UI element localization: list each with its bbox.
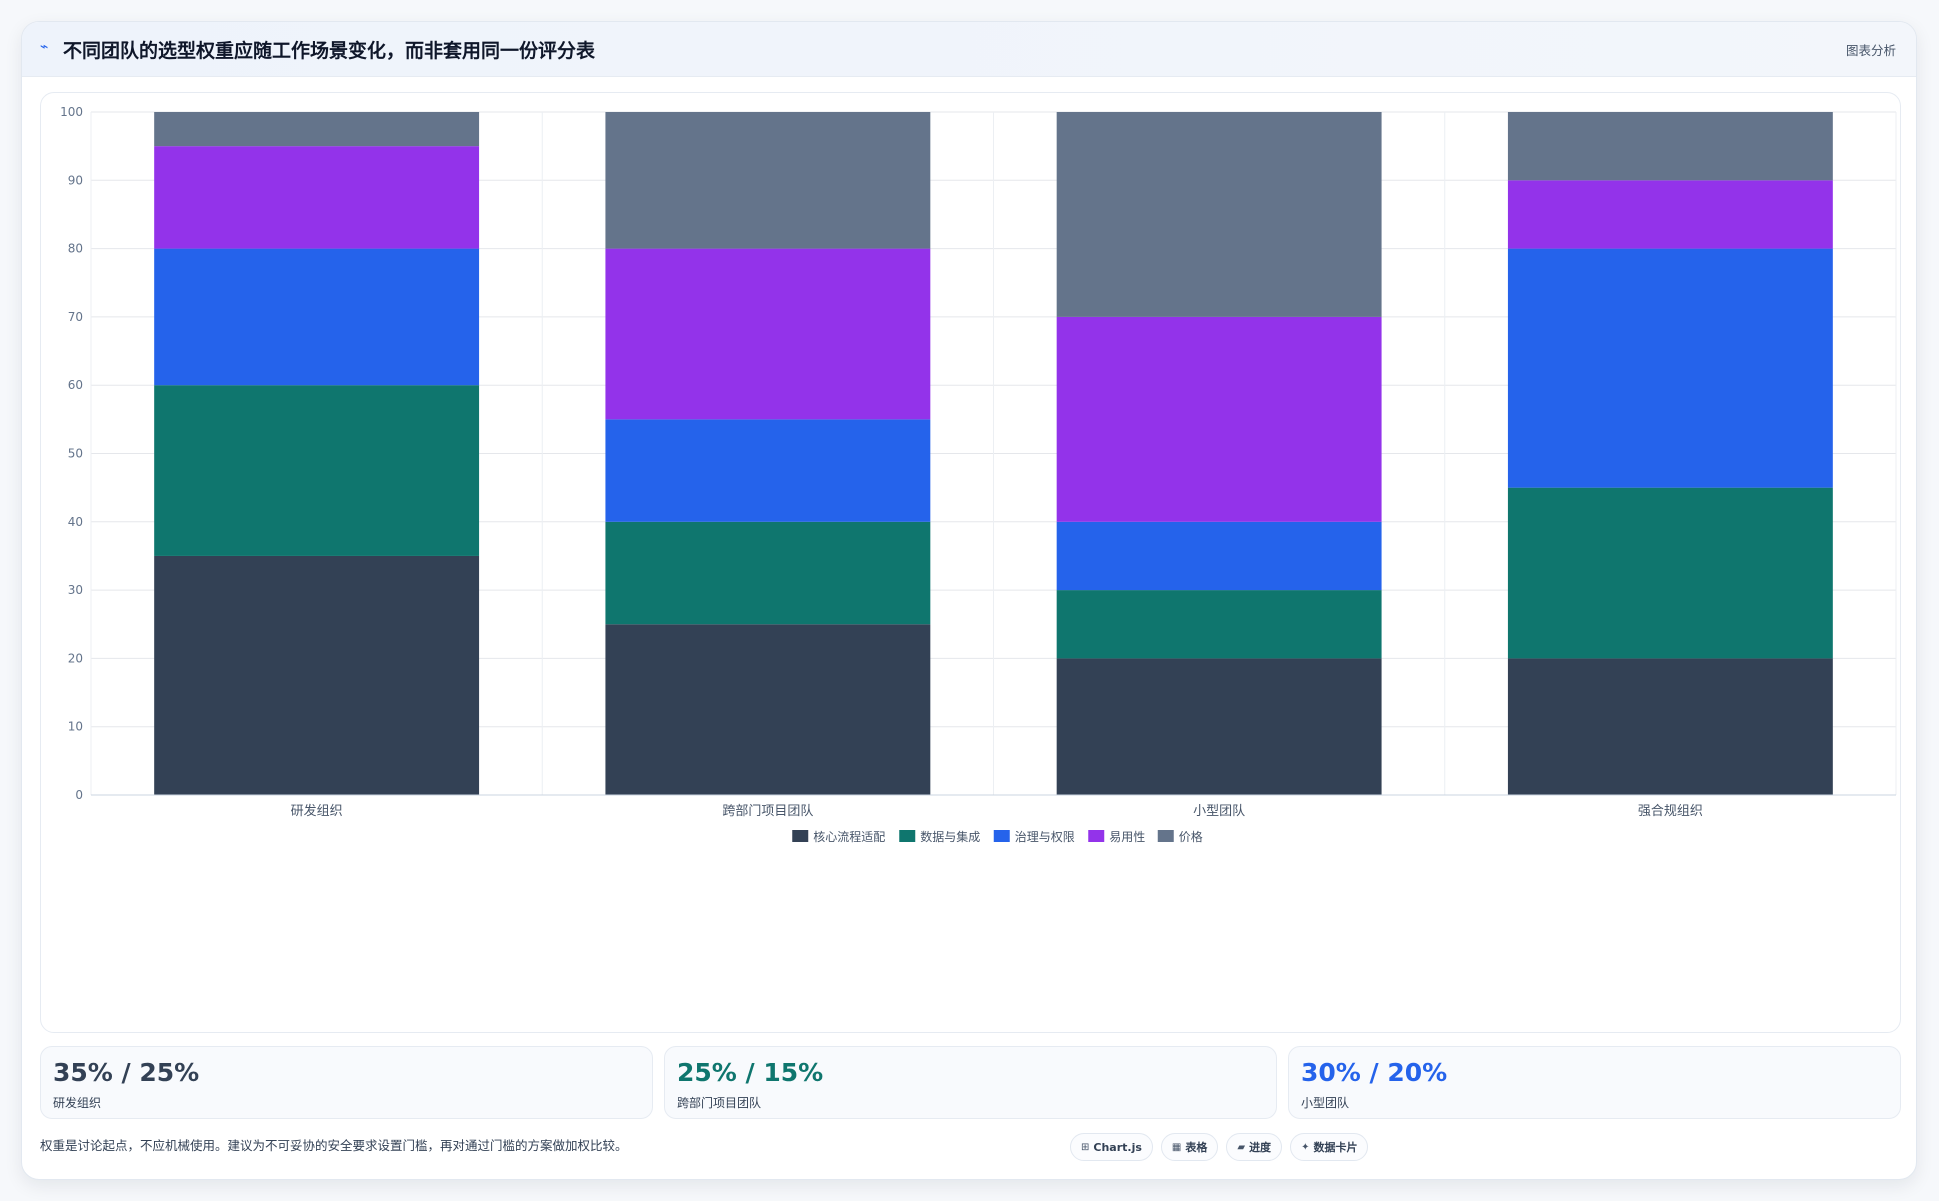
bar-segment [1056,316,1382,522]
legend-swatch [1088,830,1105,842]
sparkline-icon: ⌁ [40,39,49,55]
stat-label: 研发组织 [53,1096,102,1110]
stat-label: 跨部门项目团队 [677,1096,762,1110]
stat-value: 30% / 20% [1301,1058,1448,1087]
y-tick-label: 70 [68,310,83,324]
legend-label: 核心流程适配 [813,829,885,844]
stacked-bar-chart: 0 10 20 30 40 50 60 70 80 90 100 研发组织 跨部门项目团队 小型团队 强合规… [60,105,1897,844]
bar-segment [605,624,931,795]
chart-card: 0 10 20 30 40 50 60 70 80 90 100 研发组织 跨部门项目团队 小型团队 强合规… [40,92,1901,1033]
bar-segment [1056,658,1382,795]
bar-segment [1507,658,1833,795]
badge-label: 进度 [1249,1141,1272,1154]
chart-analysis-tag: 图表分析 [1845,43,1896,58]
x-tick-label: 研发组织 [291,803,343,819]
badge-table[interactable]: ▦ 表格 [1160,1133,1219,1161]
card-icon: ✦ [1301,1141,1310,1153]
bar-segment [1056,112,1382,317]
chart-icon: ⊞ [1081,1141,1090,1153]
footer-note: 权重是讨论起点，不应机械使用。建议为不可妥协的安全要求设置门槛，再对通过门槛的方… [40,1138,628,1153]
bar-segment [154,385,480,556]
tech-badges: ⊞ Chart.js ▦ 表格 ▰ 进度 ✦ 数据卡片 [1070,1133,1369,1161]
legend-swatch [1157,830,1174,842]
y-tick-label: 40 [68,515,83,529]
y-tick-label: 30 [68,583,83,597]
legend-label: 易用性 [1109,830,1145,844]
stat-card-cross-team: 25% / 15% 跨部门项目团队 [664,1046,1277,1119]
table-icon: ▦ [1171,1141,1182,1153]
bar-segment [1056,590,1382,659]
chart-panel: ⌁ 不同团队的选型权重应随工作场景变化，而非套用同一份评分表 图表分析 0 10 2… [21,21,1917,1180]
progress-icon: ▰ [1237,1141,1246,1153]
legend-label: 治理与权限 [1015,830,1075,844]
legend-swatch [993,830,1010,842]
badge-label: 表格 [1185,1141,1208,1154]
bar-segment [605,521,931,625]
x-tick-label: 小型团队 [1193,804,1245,819]
y-tick-label: 80 [68,242,83,256]
badge-label: Chart.js [1093,1140,1142,1154]
page-title: 不同团队的选型权重应随工作场景变化，而非套用同一份评分表 [63,40,596,62]
x-tick-label: 强合规组织 [1638,804,1703,819]
y-tick-label: 20 [68,651,83,665]
bar-segment [1507,248,1833,488]
y-tick-label: 0 [75,788,83,802]
y-tick-label: 10 [68,720,83,734]
legend-swatch [792,830,809,842]
bar-segment [605,419,931,522]
stat-value: 25% / 15% [677,1058,824,1087]
stat-card-rd: 35% / 25% 研发组织 [40,1046,653,1119]
badge-progress[interactable]: ▰ 进度 [1226,1133,1283,1161]
legend-label: 数据与集成 [920,829,980,844]
bar-segment [154,555,480,795]
bar-segment [1507,487,1833,659]
bar-segment [154,146,480,249]
legend-label: 价格 [1179,829,1203,844]
legend-swatch [899,830,916,842]
bar-segment [1507,180,1833,249]
stat-card-small-team: 30% / 20% 小型团队 [1288,1046,1901,1119]
panel-header: ⌁ 不同团队的选型权重应随工作场景变化，而非套用同一份评分表 图表分析 [22,22,1916,77]
bar-segment [154,248,480,386]
stat-value: 35% / 25% [53,1058,200,1087]
y-tick-label: 60 [68,378,83,392]
y-tick-label: 100 [60,105,83,119]
badge-chartjs[interactable]: ⊞ Chart.js [1070,1133,1153,1161]
stat-label: 小型团队 [1301,1096,1350,1110]
bar-segment [605,112,931,249]
bar-segment [154,112,480,147]
bar-segment [1507,112,1833,181]
y-tick-label: 50 [68,447,83,461]
x-tick-label: 跨部门项目团队 [722,804,813,819]
bar-segment [605,248,931,420]
badge-label: 数据卡片 [1313,1141,1358,1154]
bar-segment [1056,521,1382,591]
badge-data-card[interactable]: ✦ 数据卡片 [1290,1133,1369,1161]
y-tick-label: 90 [68,173,83,187]
